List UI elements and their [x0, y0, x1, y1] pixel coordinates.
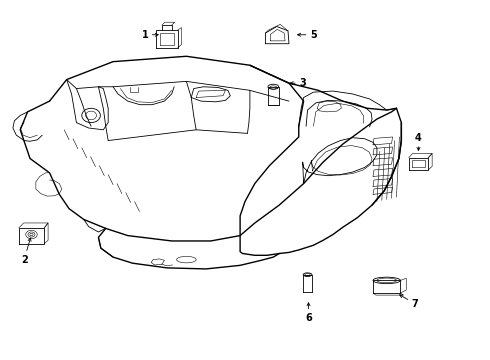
Text: 5: 5 [297, 30, 317, 40]
Text: 2: 2 [21, 238, 31, 265]
Text: 7: 7 [400, 295, 418, 309]
Text: 4: 4 [415, 133, 422, 150]
Text: 3: 3 [290, 78, 306, 88]
Text: 1: 1 [142, 30, 158, 40]
Text: 6: 6 [305, 303, 312, 323]
